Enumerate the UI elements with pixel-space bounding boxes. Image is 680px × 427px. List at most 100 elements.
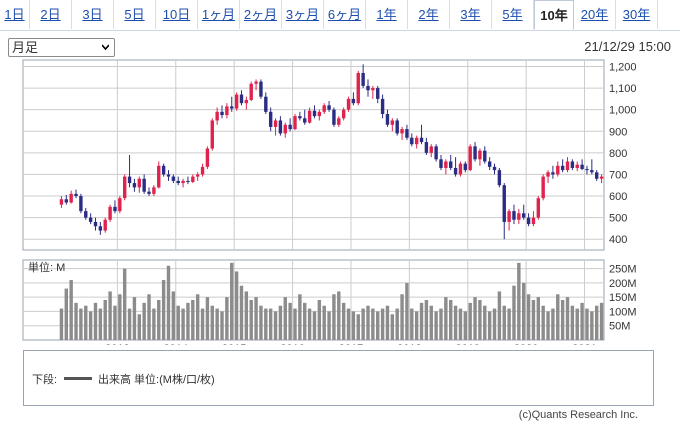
candle-body	[283, 124, 287, 134]
volume-bar	[531, 300, 536, 340]
tab-4[interactable]: 10日	[156, 0, 198, 29]
volume-bar	[225, 297, 229, 340]
volume-bar	[351, 311, 356, 340]
volume-bar	[161, 280, 166, 340]
tab-10[interactable]: 2年	[408, 0, 450, 29]
candle-body	[541, 176, 545, 199]
volume-bar	[327, 311, 331, 340]
tab-5[interactable]: 1ヶ月	[198, 0, 240, 29]
volume-bar	[200, 308, 205, 340]
candle-body	[74, 193, 78, 197]
volume-bar	[492, 308, 497, 340]
volume-bar	[473, 297, 477, 340]
tab-6[interactable]: 2ヶ月	[240, 0, 282, 29]
candle-body	[536, 198, 541, 218]
volume-bar	[390, 314, 395, 340]
legend-series-label: 出来高 単位:(M株/口/枚)	[98, 374, 215, 386]
candle-body	[332, 109, 336, 125]
tab-13[interactable]: 10年	[534, 0, 574, 30]
tab-15[interactable]: 30年	[616, 0, 658, 29]
candle-body	[463, 163, 468, 171]
volume-bar	[166, 265, 171, 340]
candle-body	[293, 116, 297, 130]
candle-body	[84, 211, 88, 218]
tab-3[interactable]: 5日	[114, 0, 156, 29]
price-tick-label: 700	[609, 169, 627, 181]
candle-body	[366, 85, 370, 91]
tab-7[interactable]: 3ヶ月	[282, 0, 324, 29]
volume-bar	[405, 282, 409, 340]
candle-body	[268, 111, 273, 127]
tab-9[interactable]: 1年	[366, 0, 408, 29]
period-select[interactable]: 月足	[8, 38, 115, 57]
volume-bar	[273, 311, 278, 340]
volume-bar	[556, 294, 560, 340]
year-label: 2017	[339, 343, 363, 345]
candle-body	[390, 120, 395, 125]
volume-bar	[522, 282, 526, 340]
candle-body	[234, 94, 239, 109]
candle-body	[400, 129, 404, 134]
volume-bar	[507, 308, 511, 340]
volume-bar	[341, 302, 346, 340]
tab-2[interactable]: 3日	[72, 0, 114, 29]
tab-14[interactable]: 20年	[574, 0, 616, 29]
candle-body	[220, 111, 224, 116]
volume-bar	[424, 300, 429, 340]
tab-11[interactable]: 3年	[450, 0, 492, 29]
candle-body	[341, 109, 346, 119]
candle-body	[273, 120, 278, 127]
volume-bar	[453, 305, 458, 340]
candle-body	[546, 172, 550, 177]
volume-bar	[346, 308, 351, 340]
candle-body	[434, 146, 438, 160]
tab-0[interactable]: 1日	[0, 0, 30, 29]
tab-8[interactable]: 6ヶ月	[324, 0, 366, 29]
volume-bar	[517, 262, 521, 340]
candle-body	[453, 167, 458, 175]
candle-body	[575, 164, 579, 168]
tab-12[interactable]: 5年	[492, 0, 534, 29]
volume-bar	[122, 268, 127, 340]
volume-bar	[337, 291, 341, 340]
volume-bar	[560, 300, 565, 340]
year-label: 2019	[456, 343, 480, 345]
volume-bar	[98, 308, 103, 340]
candle-body	[478, 150, 482, 160]
candle-body	[599, 176, 604, 179]
candle-body	[200, 166, 205, 175]
candle-body	[288, 124, 292, 130]
candle-body	[191, 176, 195, 182]
volume-line-swatch	[64, 377, 92, 380]
chevron-down-icon	[102, 44, 109, 51]
volume-bar	[317, 300, 322, 340]
volume-bar	[171, 291, 176, 340]
candle-body	[264, 96, 268, 112]
volume-bar	[458, 308, 463, 340]
volume-tick-label: 100M	[609, 306, 637, 318]
candle-body	[531, 217, 536, 225]
volume-bar	[264, 308, 268, 340]
tab-1[interactable]: 2日	[30, 0, 72, 29]
volume-bar	[444, 297, 448, 340]
price-tick-label: 600	[609, 191, 627, 203]
candle-body	[449, 161, 453, 168]
year-label: 2016	[280, 343, 304, 345]
candle-body	[371, 88, 375, 91]
legend-box: 下段: 出来高 単位:(M株/口/枚)	[23, 350, 654, 406]
candle-body	[483, 150, 487, 162]
volume-bar	[132, 297, 137, 340]
candle-body	[259, 81, 263, 97]
candle-body	[522, 213, 526, 218]
volume-bar	[575, 308, 579, 340]
volume-bar	[463, 311, 468, 340]
year-label: 2014	[164, 343, 188, 345]
volume-bar	[366, 305, 370, 340]
year-label: 2013	[105, 343, 129, 345]
candle-body	[380, 98, 385, 114]
candle-body	[512, 211, 516, 220]
candle-body	[429, 146, 433, 153]
volume-bar	[113, 305, 117, 340]
volume-bar	[487, 311, 492, 340]
candle-body	[458, 163, 463, 175]
